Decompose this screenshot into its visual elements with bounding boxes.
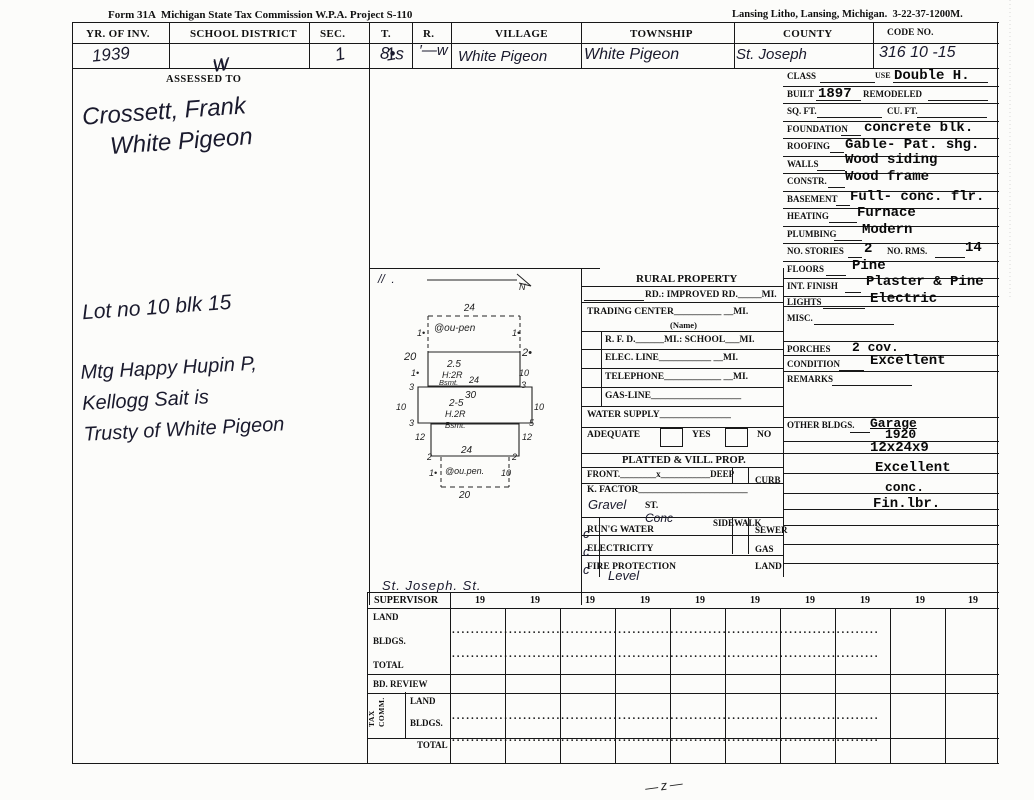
svg-text:10: 10 xyxy=(519,368,529,378)
svg-text:Bsmt.: Bsmt. xyxy=(439,378,458,387)
svg-text:20: 20 xyxy=(458,490,471,501)
svg-text:3: 3 xyxy=(409,418,414,428)
svg-text:12: 12 xyxy=(522,432,532,442)
svg-text:2-5: 2-5 xyxy=(448,398,464,409)
svg-text:5: 5 xyxy=(529,418,535,428)
svg-text:2: 2 xyxy=(426,452,432,462)
svg-text:N: N xyxy=(519,282,526,292)
svg-text:H.2R: H.2R xyxy=(445,409,466,419)
svg-text:1•: 1• xyxy=(429,468,437,478)
svg-text:@ou-pen: @ou-pen xyxy=(434,323,476,334)
svg-text:30: 30 xyxy=(465,390,477,401)
svg-text:24: 24 xyxy=(463,302,476,314)
svg-text:24: 24 xyxy=(460,445,473,456)
svg-text:1•: 1• xyxy=(512,328,520,338)
svg-text:10: 10 xyxy=(396,402,406,412)
svg-text:1•: 1• xyxy=(417,328,425,338)
svg-text:3: 3 xyxy=(521,380,526,390)
svg-text:@ou.pen.: @ou.pen. xyxy=(445,466,484,476)
svg-text:1•: 1• xyxy=(411,368,419,378)
svg-text:10: 10 xyxy=(534,402,544,412)
svg-text:10: 10 xyxy=(501,468,511,478)
svg-text:2•: 2• xyxy=(521,347,532,359)
svg-text:2: 2 xyxy=(511,452,517,462)
svg-text:12: 12 xyxy=(415,432,425,442)
svg-text:20: 20 xyxy=(403,351,417,363)
svg-text:24: 24 xyxy=(468,375,479,385)
svg-text:3: 3 xyxy=(409,382,414,392)
svg-text:2.5: 2.5 xyxy=(446,359,461,370)
svg-text:Bsmt.: Bsmt. xyxy=(445,421,465,430)
